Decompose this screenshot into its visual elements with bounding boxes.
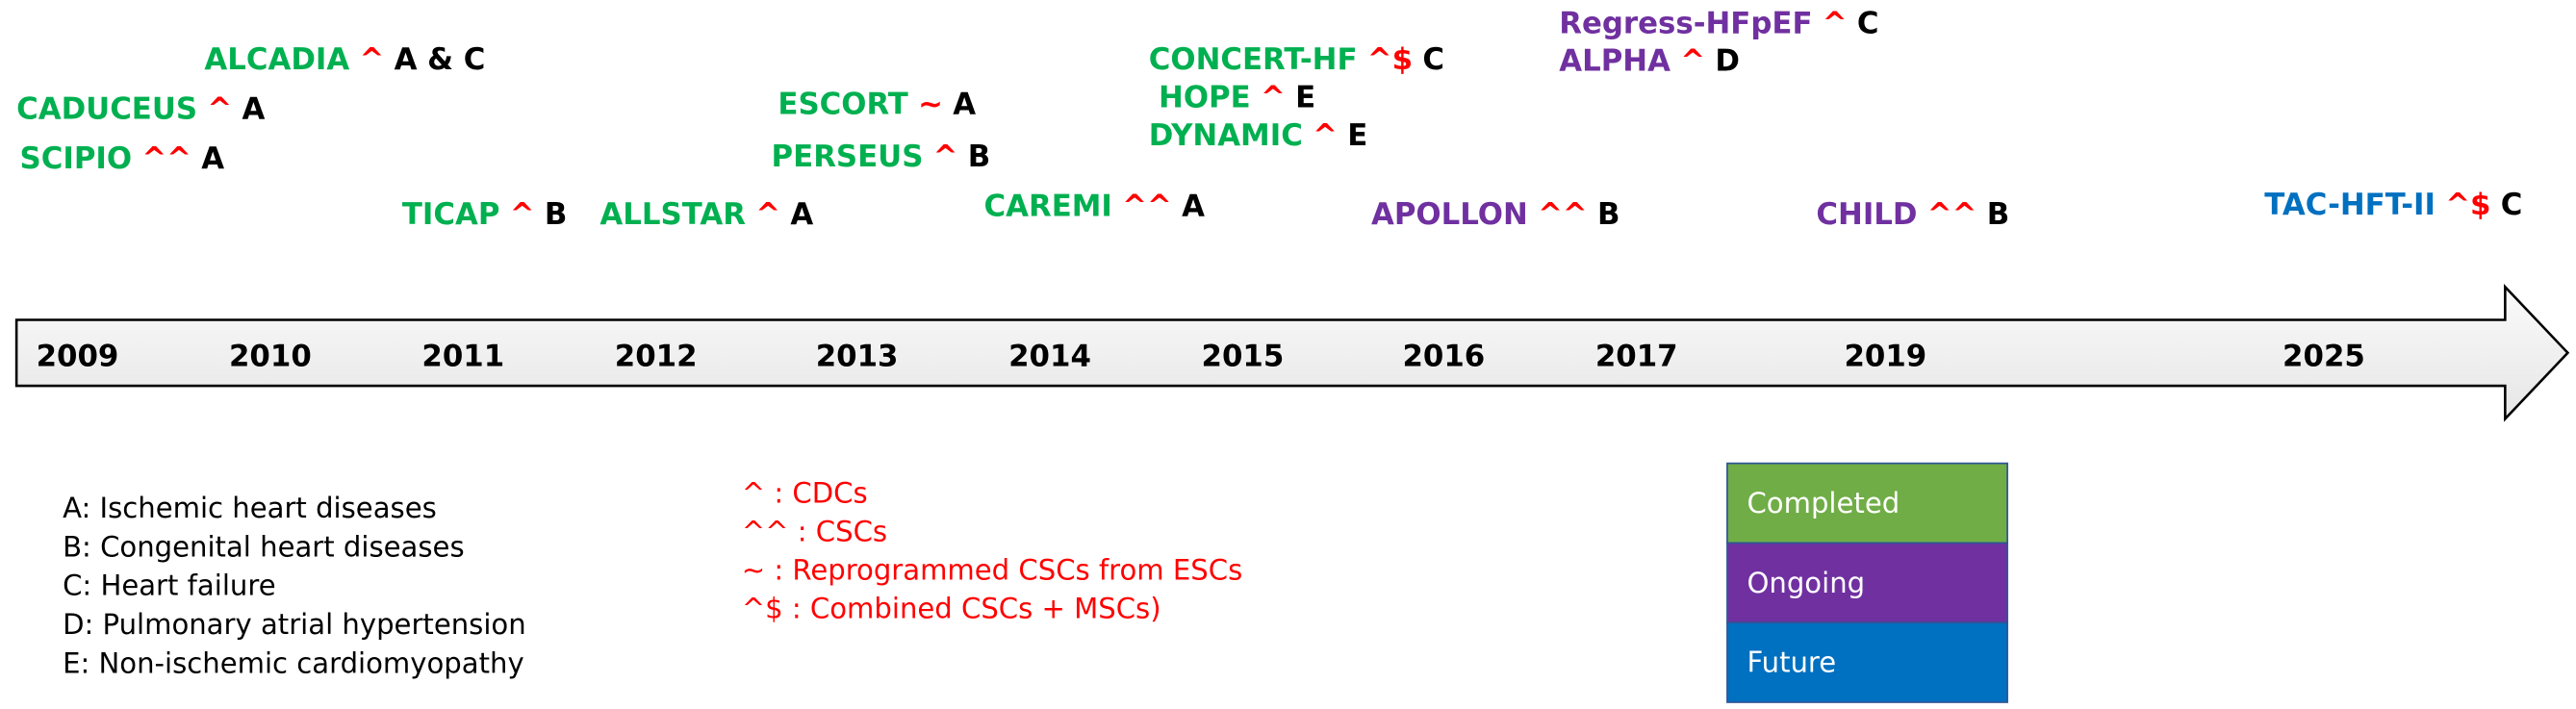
- cell-marker: ^: [207, 91, 232, 126]
- indication-code: B: [1987, 197, 2009, 232]
- timeline-arrow: [14, 284, 2570, 422]
- cell-type-legend: ^^ : CSCs: [742, 516, 887, 548]
- indication-legend: E: Non-ischemic cardiomyopathy: [63, 646, 524, 679]
- cell-type-legend: ~ : Reprogrammed CSCs from ESCs: [742, 554, 1243, 587]
- trial-name: PERSEUS: [772, 139, 924, 174]
- indication-legend: A: Ischemic heart diseases: [63, 492, 437, 524]
- year-label: 2017: [1595, 339, 1678, 373]
- year-label: 2019: [1844, 339, 1926, 373]
- indication-code: B: [545, 197, 567, 232]
- status-label: Completed: [1747, 487, 1900, 519]
- cell-marker: ~: [918, 87, 943, 121]
- trial-name: APOLLON: [1371, 197, 1528, 232]
- indication-code: D: [1715, 44, 1740, 79]
- cell-type-legend: ^ : CDCs: [742, 477, 868, 510]
- trial-label: CHILD ^^ B: [1816, 197, 2009, 232]
- indication-legend: D: Pulmonary atrial hypertension: [63, 608, 526, 641]
- year-label: 2011: [421, 339, 504, 373]
- cell-marker: ^^: [1122, 190, 1172, 224]
- indication-code: A: [201, 141, 224, 176]
- trial-label: CAREMI ^^ A: [984, 190, 1206, 224]
- indication-code: A: [790, 197, 813, 232]
- cell-marker: ^: [1261, 80, 1286, 114]
- trial-name: CHILD: [1816, 197, 1917, 232]
- cell-marker: ^: [933, 139, 958, 174]
- indication-code: E: [1295, 80, 1315, 114]
- cell-marker: ^: [1680, 44, 1705, 79]
- indication-legend: C: Heart failure: [63, 570, 276, 602]
- status-box: [1726, 542, 2008, 624]
- cell-marker: ^: [510, 197, 535, 232]
- cell-marker: ^^: [1927, 197, 1977, 232]
- year-label: 2010: [229, 339, 312, 373]
- indication-code: C: [1422, 42, 1444, 77]
- trial-label: ALPHA ^ D: [1559, 44, 1740, 79]
- trial-label: APOLLON ^^ B: [1371, 197, 1620, 232]
- cell-type-legend: ^$ : Combined CSCs + MSCs): [742, 593, 1161, 625]
- cell-marker: ^$: [2445, 188, 2490, 222]
- trial-label: CONCERT-HF ^$ C: [1149, 42, 1444, 77]
- status-label: Ongoing: [1747, 567, 1865, 599]
- cell-marker: ^^: [141, 141, 191, 176]
- trial-label: PERSEUS ^ B: [772, 139, 991, 174]
- trial-label: TAC-HFT-II ^$ C: [2264, 188, 2522, 222]
- indication-code: A: [242, 91, 265, 126]
- trial-label: HOPE ^ E: [1159, 80, 1315, 114]
- trial-name: ALPHA: [1559, 44, 1671, 79]
- cell-marker: ^: [360, 42, 385, 77]
- indication-code: B: [1597, 197, 1620, 232]
- trial-name: DYNAMIC: [1149, 118, 1303, 153]
- year-label: 2025: [2283, 339, 2365, 373]
- year-label: 2014: [1008, 339, 1091, 373]
- cell-marker: ^^: [1538, 197, 1588, 232]
- cell-marker: ^: [755, 197, 780, 232]
- trial-label: SCIPIO ^^ A: [20, 141, 225, 176]
- year-label: 2009: [37, 339, 119, 373]
- indication-code: C: [2501, 188, 2523, 222]
- cell-marker: ^: [1823, 6, 1848, 40]
- trial-name: HOPE: [1159, 80, 1251, 114]
- status-label: Future: [1747, 646, 1836, 679]
- indication-code: B: [968, 139, 990, 174]
- trial-name: CAREMI: [984, 190, 1112, 224]
- status-box: [1726, 621, 2008, 703]
- indication-code: E: [1347, 118, 1367, 153]
- year-label: 2012: [615, 339, 698, 373]
- trial-label: ALLSTAR ^ A: [599, 197, 813, 232]
- year-label: 2013: [816, 339, 899, 373]
- trial-label: CADUCEUS ^ A: [16, 91, 265, 126]
- trial-name: ALCADIA: [204, 42, 349, 77]
- status-box: [1726, 462, 2008, 544]
- trial-name: CADUCEUS: [16, 91, 197, 126]
- trial-name: Regress-HFpEF: [1559, 6, 1812, 40]
- indication-code: C: [1857, 6, 1879, 40]
- trial-name: CONCERT-HF: [1149, 42, 1358, 77]
- trial-label: ESCORT ~ A: [778, 87, 976, 121]
- trial-name: TICAP: [402, 197, 500, 232]
- year-label: 2016: [1402, 339, 1485, 373]
- trial-label: TICAP ^ B: [402, 197, 567, 232]
- indication-code: A: [953, 87, 976, 121]
- indication-legend: B: Congenital heart diseases: [63, 530, 465, 563]
- trial-label: DYNAMIC ^ E: [1149, 118, 1367, 153]
- trial-label: ALCADIA ^ A & C: [204, 42, 485, 77]
- cell-marker: ^$: [1367, 42, 1413, 77]
- trial-name: ESCORT: [778, 87, 907, 121]
- cell-marker: ^: [1313, 118, 1338, 153]
- indication-code: A & C: [395, 42, 486, 77]
- trial-label: Regress-HFpEF ^ C: [1559, 6, 1878, 40]
- trial-name: SCIPIO: [20, 141, 133, 176]
- trial-name: ALLSTAR: [599, 197, 746, 232]
- year-label: 2015: [1202, 339, 1285, 373]
- indication-code: A: [1182, 190, 1205, 224]
- trial-name: TAC-HFT-II: [2264, 188, 2436, 222]
